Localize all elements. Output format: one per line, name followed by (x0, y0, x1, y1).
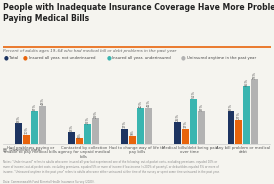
Text: ▤  Download data: ▤ Download data (3, 147, 41, 151)
Text: People with Inadequate Insurance Coverage Have More Problems
Paying Medical Bill: People with Inadequate Insurance Coverag… (3, 3, 274, 22)
Bar (145, 107, 152, 144)
Text: 41%: 41% (147, 99, 151, 107)
Bar (84, 124, 91, 144)
Text: 13%: 13% (70, 124, 74, 132)
Text: 37%: 37% (33, 103, 37, 111)
Text: 43%: 43% (41, 98, 45, 105)
Text: 27%: 27% (237, 112, 241, 119)
Text: 37%: 37% (200, 103, 204, 111)
Text: 10%: 10% (25, 126, 29, 134)
Bar (182, 129, 189, 144)
Bar (198, 111, 205, 144)
Text: 37%: 37% (229, 103, 233, 111)
Text: 6%: 6% (78, 132, 82, 138)
Bar (68, 132, 75, 144)
Text: 17%: 17% (184, 120, 188, 128)
Text: 65%: 65% (245, 78, 249, 86)
Text: 22%: 22% (86, 116, 90, 124)
Bar (243, 86, 250, 144)
Text: 73%: 73% (253, 71, 257, 79)
Bar (251, 79, 258, 144)
Text: 40%: 40% (139, 100, 143, 108)
Bar (121, 129, 129, 144)
Bar (39, 106, 46, 144)
Text: 23%: 23% (17, 115, 21, 123)
Text: Uninsured anytime in the past year: Uninsured anytime in the past year (187, 56, 256, 60)
Bar (24, 135, 30, 144)
Bar (15, 123, 22, 144)
Bar (32, 111, 38, 144)
Bar (92, 118, 99, 144)
Text: 25%: 25% (176, 113, 180, 121)
Text: ●: ● (3, 55, 8, 61)
Bar (227, 111, 234, 144)
Bar (175, 122, 181, 144)
Text: ●: ● (23, 55, 28, 61)
Text: Insured all year, underinsured: Insured all year, underinsured (112, 56, 171, 60)
Text: ●: ● (106, 55, 111, 61)
Text: Insured all year, not underinsured: Insured all year, not underinsured (29, 56, 96, 60)
Bar (190, 99, 197, 144)
Bar (76, 138, 83, 144)
Text: Percent of adults ages 19–64 who had medical bill or debt problems in the past y: Percent of adults ages 19–64 who had med… (3, 49, 177, 53)
Text: ●: ● (181, 55, 185, 61)
Text: Total: Total (9, 56, 19, 60)
Text: 29%: 29% (94, 110, 98, 118)
Text: 51%: 51% (192, 90, 196, 98)
Bar (137, 108, 144, 144)
Bar (235, 120, 242, 144)
Bar (129, 136, 136, 144)
Text: 17%: 17% (123, 120, 127, 128)
Text: Notes: "Underinsured" refers to adults who were insured all year but experienced: Notes: "Underinsured" refers to adults w… (3, 160, 220, 184)
Text: 9%: 9% (131, 130, 135, 135)
